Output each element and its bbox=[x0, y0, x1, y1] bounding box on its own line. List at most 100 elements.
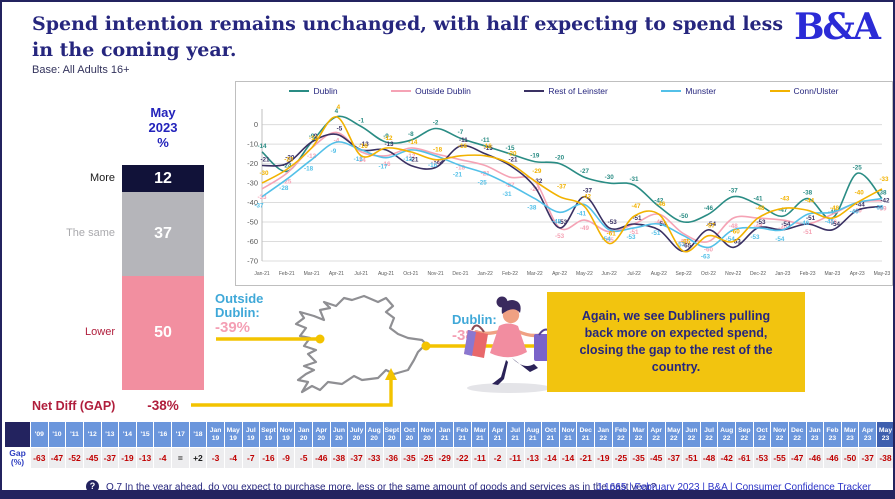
data-label: -47 bbox=[778, 207, 788, 214]
gap-cell: -46 bbox=[312, 447, 331, 469]
data-label: -33 bbox=[257, 194, 267, 201]
legend-item: Dublin bbox=[289, 86, 338, 96]
bar-row-label: More bbox=[89, 171, 115, 184]
svg-text:-50: -50 bbox=[247, 218, 258, 227]
question-icon: ? bbox=[86, 480, 99, 493]
gap-col-header: '16 bbox=[153, 421, 172, 448]
data-label: -14 bbox=[257, 143, 267, 150]
gap-col-header: Nov 22 bbox=[770, 421, 789, 448]
gap-col-header: Aug 22 bbox=[717, 421, 736, 448]
legend-item: Rest of Leinster bbox=[524, 86, 608, 96]
gap-cell: -16 bbox=[259, 447, 278, 469]
page-title: Spend intention remains unchanged, with … bbox=[32, 13, 784, 61]
data-label: -54 bbox=[726, 236, 736, 243]
data-label: -45 bbox=[552, 218, 562, 225]
data-label: -15 bbox=[431, 159, 441, 166]
data-label: -55 bbox=[605, 237, 615, 244]
gap-col-header: Oct 22 bbox=[752, 421, 772, 448]
legend-label: Dublin bbox=[313, 86, 338, 96]
bar-segment-lower: 50 bbox=[122, 276, 204, 390]
gap-col-header: May 22 bbox=[664, 421, 684, 448]
data-label: 4 bbox=[335, 108, 339, 115]
footer-question: Q.7 In the year ahead, do you expect to … bbox=[106, 482, 657, 493]
data-label: -53 bbox=[555, 233, 565, 240]
series-line-outside-dublin bbox=[261, 131, 883, 243]
outside-dublin-dot bbox=[315, 334, 325, 344]
gap-col-header: Mar 22 bbox=[629, 421, 648, 448]
data-label: -38 bbox=[877, 190, 887, 197]
data-label: -16 bbox=[381, 161, 391, 168]
gap-cell: -38 bbox=[876, 447, 893, 469]
legend-swatch bbox=[289, 90, 310, 92]
data-label: -12 bbox=[307, 153, 317, 160]
gap-row-label: Gap (%) bbox=[4, 447, 31, 469]
x-tick: Aug-21 bbox=[378, 271, 394, 277]
data-label: -51 bbox=[629, 229, 639, 236]
gap-col-header: '11 bbox=[65, 421, 84, 448]
gap-cell: -11 bbox=[470, 447, 490, 469]
gap-cell: -53 bbox=[752, 447, 772, 469]
gap-col-header: Jun 20 bbox=[329, 421, 349, 448]
data-label: -13 bbox=[384, 141, 394, 148]
x-tick: Sep-22 bbox=[676, 271, 692, 277]
x-tick: Mar-22 bbox=[527, 271, 543, 277]
gap-cell: -14 bbox=[558, 447, 578, 469]
data-label: -40 bbox=[855, 190, 865, 197]
outside-dublin-value: -39% bbox=[215, 319, 251, 336]
data-label: -53 bbox=[608, 219, 618, 226]
gap-col-header: Apr 20 bbox=[312, 421, 331, 448]
data-label: -4 bbox=[334, 137, 340, 144]
gap-cell: -47 bbox=[47, 447, 67, 469]
gap-cell: -36 bbox=[382, 447, 402, 469]
data-label: -65 bbox=[682, 242, 692, 249]
gap-col-header: Feb 22 bbox=[611, 421, 631, 448]
data-label: -15 bbox=[484, 145, 494, 152]
gap-cell: -52 bbox=[65, 447, 84, 469]
data-label: -18 bbox=[304, 166, 314, 173]
svg-text:-70: -70 bbox=[247, 257, 258, 266]
data-label: -25 bbox=[282, 178, 292, 185]
gap-col-header: Nov 21 bbox=[558, 421, 578, 448]
period-header: May 2023 % bbox=[148, 105, 178, 150]
data-label: -11 bbox=[481, 137, 490, 144]
data-label: -46 bbox=[704, 205, 714, 212]
data-label: -54 bbox=[775, 236, 785, 243]
svg-text:0: 0 bbox=[254, 120, 258, 129]
data-label: -50 bbox=[679, 213, 689, 220]
base-note: Base: All Adults 16+ bbox=[32, 64, 130, 76]
gap-col-header: Oct 21 bbox=[541, 421, 560, 448]
net-diff-value: -38% bbox=[147, 398, 179, 413]
gap-cell: = bbox=[171, 447, 190, 469]
svg-text:-40: -40 bbox=[247, 198, 258, 207]
data-label: -12 bbox=[406, 153, 416, 160]
series-line-rest-of-leinster bbox=[261, 133, 883, 253]
series-line-conn-ulster bbox=[261, 116, 883, 253]
gap-cell: -3 bbox=[206, 447, 225, 469]
x-tick: Apr-23 bbox=[850, 271, 865, 277]
gap-cell: -21 bbox=[576, 447, 595, 469]
gap-cell: -46 bbox=[823, 447, 842, 469]
data-label: -51 bbox=[651, 230, 661, 237]
data-label: -16 bbox=[359, 143, 369, 150]
data-label: -11 bbox=[459, 137, 468, 144]
data-label: -27 bbox=[580, 168, 590, 175]
x-tick: May-23 bbox=[874, 271, 891, 277]
data-label: -9 bbox=[331, 148, 337, 155]
data-label: -21 bbox=[453, 172, 463, 179]
gap-cell: -35 bbox=[400, 447, 419, 469]
data-label: -33 bbox=[879, 176, 889, 183]
gap-col-header: Feb 23 bbox=[823, 421, 842, 448]
dublin-value: -38% bbox=[452, 327, 488, 344]
data-label: -21 bbox=[508, 157, 518, 164]
gap-cell: -38 bbox=[329, 447, 349, 469]
gap-cell: -51 bbox=[682, 447, 701, 469]
gap-cell: -13 bbox=[523, 447, 543, 469]
data-label: -31 bbox=[629, 176, 639, 183]
data-label: -48 bbox=[729, 223, 739, 230]
data-label: -9 bbox=[383, 133, 389, 140]
arrow-head bbox=[385, 368, 397, 380]
data-label: -29 bbox=[532, 168, 542, 175]
data-label: -28 bbox=[279, 185, 289, 192]
x-tick: Feb-22 bbox=[502, 271, 518, 277]
svg-text:-10: -10 bbox=[247, 140, 258, 149]
